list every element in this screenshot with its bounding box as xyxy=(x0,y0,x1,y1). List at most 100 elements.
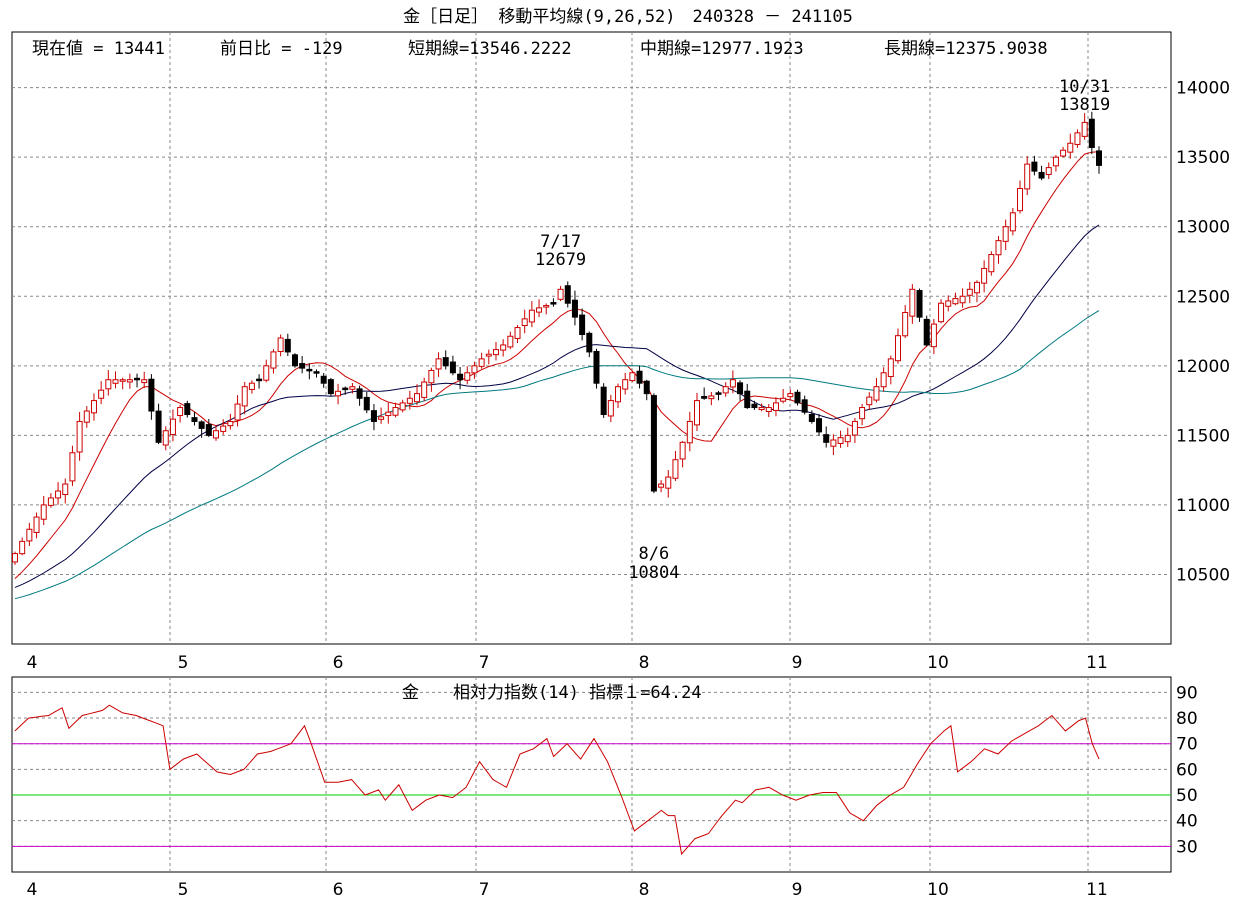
rsi-x-tick-label: 9 xyxy=(792,880,803,900)
candle-body xyxy=(808,413,815,422)
rsi-x-tick-label: 7 xyxy=(479,880,490,900)
candle-body xyxy=(220,425,227,432)
candle-body xyxy=(880,372,887,388)
candle-body xyxy=(758,407,765,411)
price-x-tick-label: 7 xyxy=(479,653,490,673)
rsi-x-tick-label: 6 xyxy=(333,880,344,900)
rsi-reference-lines xyxy=(12,743,1171,847)
candle-body xyxy=(744,390,751,409)
candle-body xyxy=(722,386,729,394)
candle-body xyxy=(1031,161,1038,172)
candle-body xyxy=(213,430,220,439)
info-current: 現在値 = 13441 xyxy=(32,39,165,59)
candle-body xyxy=(1074,132,1081,145)
candle-body xyxy=(930,323,937,348)
candle-body xyxy=(579,314,586,336)
candle-body xyxy=(342,387,349,391)
candle-body xyxy=(894,335,901,362)
candle-body xyxy=(126,379,133,383)
candle-body xyxy=(823,434,830,443)
candle-body xyxy=(169,418,176,435)
candle-body xyxy=(686,420,693,444)
rsi-x-tick-label: 11 xyxy=(1086,880,1108,900)
moving-averages xyxy=(14,151,1100,600)
price-x-tick-label: 11 xyxy=(1086,653,1108,673)
candle-body xyxy=(873,386,880,401)
candle-body xyxy=(177,407,184,416)
candle-body xyxy=(866,396,873,406)
candle-body xyxy=(851,420,858,436)
candle-body xyxy=(830,439,837,447)
candle-body xyxy=(859,407,866,420)
candle-body xyxy=(780,397,787,402)
candle-body xyxy=(959,295,966,304)
price-y-tick-label: 11000 xyxy=(1176,496,1230,516)
candle-body xyxy=(650,395,657,492)
candle-body xyxy=(263,365,270,381)
price-y-tick-label: 13000 xyxy=(1176,218,1230,238)
chart-title: 金［日足］ 移動平均線(9,26,52) 240328 － 241105 xyxy=(403,7,853,27)
price-y-tick-label: 13500 xyxy=(1176,148,1230,168)
candle-body xyxy=(844,434,851,443)
candle-body xyxy=(19,540,26,555)
ma-line-52 xyxy=(14,310,1100,600)
candle-body xyxy=(887,358,894,378)
candle-body xyxy=(643,380,650,395)
candlesticks xyxy=(12,111,1102,565)
annotation-value: 12679 xyxy=(535,250,586,270)
candle-body xyxy=(787,393,794,398)
candle-body xyxy=(141,379,148,384)
candle-body xyxy=(313,371,320,374)
price-x-tick-label: 9 xyxy=(792,653,803,673)
info-short-ma: 短期線=13546.2222 xyxy=(408,39,572,59)
candle-body xyxy=(148,378,155,412)
candle-body xyxy=(464,372,471,381)
candle-body xyxy=(995,240,1002,256)
candle-body xyxy=(62,483,69,496)
candle-body xyxy=(945,300,952,307)
candle-body xyxy=(679,441,686,460)
candle-body xyxy=(701,395,708,399)
rsi-x-axis: 4 5 6 7 8 9 10 11 xyxy=(27,880,1108,900)
annotation-date: 8/6 xyxy=(639,544,670,564)
candle-body xyxy=(1038,171,1045,179)
candle-body xyxy=(629,372,636,382)
candle-body xyxy=(457,373,464,381)
candle-body xyxy=(665,476,672,489)
candle-body xyxy=(191,417,198,422)
candle-body xyxy=(320,375,327,384)
candle-body xyxy=(414,393,421,403)
candle-body xyxy=(1052,156,1059,167)
candle-body xyxy=(349,386,356,390)
candle-body xyxy=(40,504,47,520)
rsi-y-axis: 30 40 50 60 70 80 90 xyxy=(1176,683,1198,857)
candle-body xyxy=(708,395,715,400)
info-change: 前日比 = -129 xyxy=(220,39,343,59)
candle-body xyxy=(536,307,543,313)
candle-body xyxy=(134,377,141,381)
candle-body xyxy=(449,361,456,374)
candle-body xyxy=(672,459,679,479)
candle-body xyxy=(33,516,40,533)
candle-body xyxy=(83,410,90,423)
price-grid xyxy=(12,32,1171,644)
candle-body xyxy=(442,357,449,367)
candle-body xyxy=(478,358,485,367)
candle-body xyxy=(772,402,779,411)
candle-body xyxy=(1067,142,1074,153)
price-y-axis: 10500 11000 11500 12000 12500 13000 13500 14000 xyxy=(1176,79,1230,586)
candle-body xyxy=(90,400,97,414)
candle-body xyxy=(801,399,808,413)
candle-body xyxy=(198,421,205,429)
rsi-y-tick-label: 50 xyxy=(1176,786,1198,806)
candle-body xyxy=(1096,150,1102,166)
candle-body xyxy=(184,403,191,416)
candle-body xyxy=(76,420,83,453)
rsi-y-tick-label: 40 xyxy=(1176,812,1198,832)
candle-body xyxy=(435,358,442,370)
candle-body xyxy=(1088,118,1095,148)
rsi-x-tick-label: 10 xyxy=(927,880,949,900)
candle-body xyxy=(1045,167,1052,175)
